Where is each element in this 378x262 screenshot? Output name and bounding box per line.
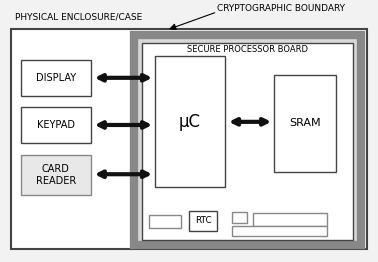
Text: SRAM: SRAM [290, 118, 321, 128]
Bar [232, 212, 247, 223]
Text: RTC: RTC [195, 216, 212, 225]
Text: CARD
READER: CARD READER [36, 164, 76, 186]
Bar [149, 215, 181, 228]
Bar [21, 107, 91, 143]
Bar [134, 35, 361, 245]
Text: PHYSICAL ENCLOSURE/CASE: PHYSICAL ENCLOSURE/CASE [15, 13, 143, 21]
Text: CRYPTOGRAPHIC BOUNDARY: CRYPTOGRAPHIC BOUNDARY [217, 4, 345, 13]
Text: SECURE PROCESSOR BOARD: SECURE PROCESSOR BOARD [187, 45, 308, 54]
Bar [11, 29, 367, 249]
Bar [274, 75, 336, 172]
Bar [253, 213, 327, 226]
Bar [189, 211, 217, 231]
Text: μC: μC [179, 113, 201, 131]
Bar [142, 43, 353, 240]
Text: KEYPAD: KEYPAD [37, 120, 75, 130]
Bar [21, 60, 91, 96]
Text: DISPLAY: DISPLAY [36, 73, 76, 83]
Bar [155, 56, 225, 187]
Bar [232, 226, 327, 236]
Bar [21, 155, 91, 195]
